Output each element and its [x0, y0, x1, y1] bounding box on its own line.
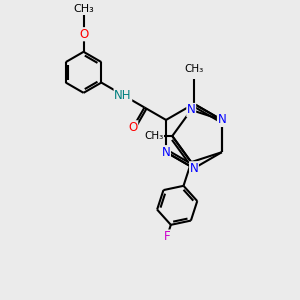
Text: N: N: [190, 162, 198, 175]
Text: N: N: [187, 103, 196, 116]
Text: CH₃: CH₃: [184, 64, 204, 74]
Text: NH: NH: [114, 88, 132, 101]
Text: CH₃: CH₃: [144, 131, 164, 141]
Text: F: F: [164, 230, 170, 243]
Text: O: O: [79, 28, 88, 41]
Text: O: O: [128, 121, 138, 134]
Text: CH₃: CH₃: [73, 4, 94, 14]
Text: N: N: [218, 113, 226, 126]
Text: N: N: [162, 146, 170, 159]
